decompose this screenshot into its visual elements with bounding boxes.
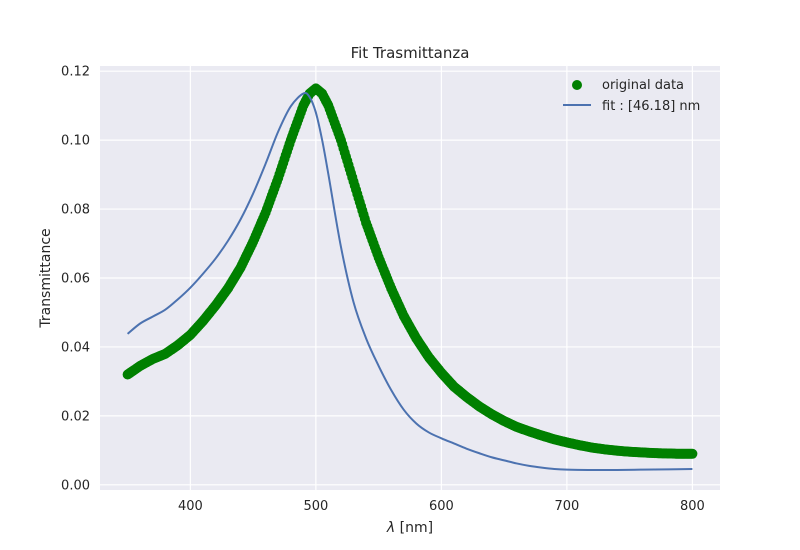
x-axis-label-unit: [nm] — [395, 520, 433, 536]
series-fit-line — [126, 92, 693, 472]
y-tick-label: 0.04 — [61, 340, 90, 355]
y-tick-label: 0.06 — [61, 272, 90, 287]
data-point — [687, 448, 698, 459]
y-tick-label: 0.08 — [61, 203, 90, 218]
x-axis-label-symbol: λ — [386, 520, 395, 536]
y-tick-label: 0.00 — [61, 478, 90, 493]
x-tick-label: 700 — [554, 499, 579, 514]
tick-labels: 400 500 600 700 800 0.00 0.02 0.04 0.06 0.08 0.10 0… — [61, 65, 705, 514]
chart-title: Fit Trasmittanza — [351, 44, 470, 62]
x-tick-label: 400 — [178, 499, 203, 514]
x-tick-label: 800 — [680, 499, 705, 514]
y-tick-label: 0.02 — [61, 409, 90, 424]
y-tick-label: 0.12 — [61, 65, 90, 80]
x-axis-label: λ [nm] — [386, 520, 433, 536]
legend-marker-original-data — [572, 80, 582, 90]
series-layer — [122, 83, 698, 472]
legend-label-fit: fit : [46.18] nm — [602, 99, 700, 114]
x-tick-label: 600 — [429, 499, 454, 514]
legend-label-original-data: original data — [602, 78, 684, 93]
series-original-data — [122, 83, 698, 459]
legend: original data fit : [46.18] nm — [563, 78, 700, 114]
y-axis-label: Transmittance — [38, 228, 54, 328]
y-tick-label: 0.10 — [61, 134, 90, 149]
x-tick-label: 500 — [303, 499, 328, 514]
